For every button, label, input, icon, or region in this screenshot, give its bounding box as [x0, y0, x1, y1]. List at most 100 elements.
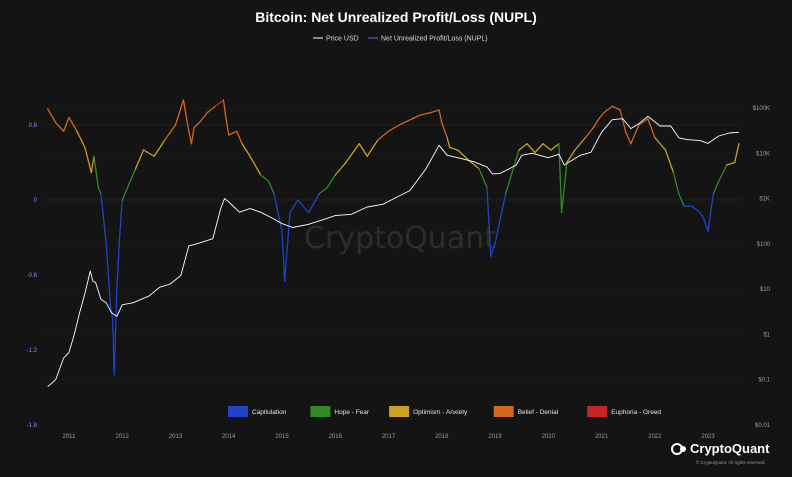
nupl-segment: [326, 174, 336, 189]
nupl-segment: [100, 193, 105, 220]
nupl-segment: [228, 130, 238, 136]
nupl-segment: [712, 180, 720, 195]
x-tick-label: 2012: [116, 434, 130, 440]
zone-label: Euphoria - Greed: [611, 409, 661, 416]
nupl-segment: [624, 130, 632, 145]
x-axis: 2011 2012 2013 2014 2015 2016 2017 2018 2019 2020…: [63, 434, 716, 440]
nupl-segment: [174, 99, 185, 126]
right-axis: $100K $10K $1K $100 $10 $1 $0.1 $0.01: [753, 106, 771, 429]
nupl-segment: [377, 130, 390, 141]
nupl-segment: [611, 105, 621, 111]
nupl-segment: [566, 149, 576, 164]
nupl-segment: [225, 118, 230, 136]
nupl-segment: [93, 155, 99, 189]
nupl-segment: [289, 199, 299, 214]
nupl-segment: [105, 243, 112, 307]
nupl-segment: [584, 126, 595, 139]
legend-label-nupl: Net Unrealized Profit/Loss (NUPL): [381, 36, 488, 43]
nupl-segment: [47, 108, 57, 124]
nupl-segment: [284, 211, 291, 282]
zone-swatch: [587, 406, 608, 417]
legend-label-price: Price USD: [326, 36, 359, 43]
nupl-segment: [193, 121, 201, 129]
zone-legend: Capitulation Hope - Fear Optimism - Anxiet…: [228, 406, 661, 417]
x-tick-label: 2020: [542, 434, 556, 440]
nupl-segment: [598, 111, 605, 120]
nupl-segment: [222, 99, 227, 120]
nupl-segment: [268, 180, 275, 195]
left-tick-label: -0.6: [27, 273, 38, 279]
nupl-segment: [76, 130, 86, 149]
nupl-segment: [467, 159, 480, 170]
nupl-segment: [366, 139, 379, 157]
nupl-segment: [703, 218, 709, 232]
nupl-segment: [334, 161, 347, 176]
nupl-segment: [62, 116, 70, 132]
nupl-segment: [118, 199, 123, 239]
right-tick-label: $10: [760, 287, 771, 293]
nupl-segment: [297, 199, 310, 214]
nupl-segment: [526, 143, 536, 154]
nupl-segment: [490, 243, 496, 257]
brand-name: CryptoQuant: [690, 441, 770, 456]
nupl-segment: [446, 136, 451, 149]
left-tick-label: -1.2: [27, 348, 38, 354]
nupl-segment: [97, 186, 102, 195]
nupl-segment: [630, 124, 640, 145]
nupl-segment: [236, 130, 243, 145]
nupl-segment: [518, 143, 528, 151]
top-legend: Price USD Net Unrealized Profit/Loss (NU…: [313, 36, 488, 43]
left-tick-label: 0.6: [29, 123, 38, 129]
nupl-segment: [142, 149, 155, 157]
brand-icon-dot: [680, 446, 686, 452]
right-tick-label: $0.1: [758, 378, 770, 384]
nupl-segment: [241, 143, 251, 157]
nupl-segment: [638, 118, 649, 126]
nupl-segment: [419, 111, 432, 116]
x-tick-label: 2015: [275, 434, 289, 440]
zone-label: Optimism - Anxiety: [413, 409, 468, 416]
nupl-segment: [182, 99, 190, 132]
x-tick-label: 2011: [63, 434, 77, 440]
chart-title: Bitcoin: Net Unrealized Profit/Loss (NUP…: [255, 9, 537, 25]
nupl-segment: [505, 149, 520, 195]
right-tick-label: $0.01: [755, 423, 771, 429]
x-tick-label: 2019: [488, 434, 502, 440]
brand-logo: CryptoQuant © CryptoQuant. All rights re…: [671, 441, 770, 465]
right-tick-label: $1: [763, 332, 770, 338]
nupl-segment: [726, 161, 736, 166]
nupl-segment: [647, 118, 656, 139]
nupl-segment: [113, 286, 118, 376]
zone-swatch: [389, 406, 410, 417]
zone-swatch: [228, 406, 248, 417]
nupl-segment: [672, 171, 680, 195]
nupl-segment: [534, 143, 544, 154]
nupl-segment: [449, 146, 459, 151]
nupl-segment: [707, 193, 715, 232]
zone-swatch: [493, 406, 514, 417]
x-tick-label: 2016: [329, 434, 343, 440]
nupl-segment: [478, 168, 488, 189]
nupl-segment: [116, 236, 121, 289]
watermark: CryptoQuant: [304, 221, 496, 256]
nupl-segment: [699, 211, 705, 220]
nupl-segment: [273, 193, 283, 232]
nupl-segment: [457, 149, 470, 161]
left-tick-label: -1.8: [27, 423, 38, 429]
nupl-segment: [664, 149, 675, 174]
x-tick-label: 2013: [169, 434, 183, 440]
brand-rights: © CryptoQuant. All rights reserved.: [696, 459, 766, 465]
x-tick-label: 2021: [595, 434, 609, 440]
nupl-segment: [55, 121, 65, 132]
nupl-segment: [318, 186, 328, 195]
nupl-segment: [494, 193, 507, 245]
x-tick-label: 2023: [701, 434, 715, 440]
nupl-segment: [188, 130, 193, 145]
nupl-segment: [164, 124, 177, 141]
nupl-segment: [718, 164, 728, 182]
nupl-segment: [102, 218, 107, 245]
nupl-segment: [68, 116, 78, 132]
nupl-series: [47, 99, 740, 376]
zone-label: Capitulation: [252, 409, 287, 416]
nupl-segment: [398, 118, 414, 126]
